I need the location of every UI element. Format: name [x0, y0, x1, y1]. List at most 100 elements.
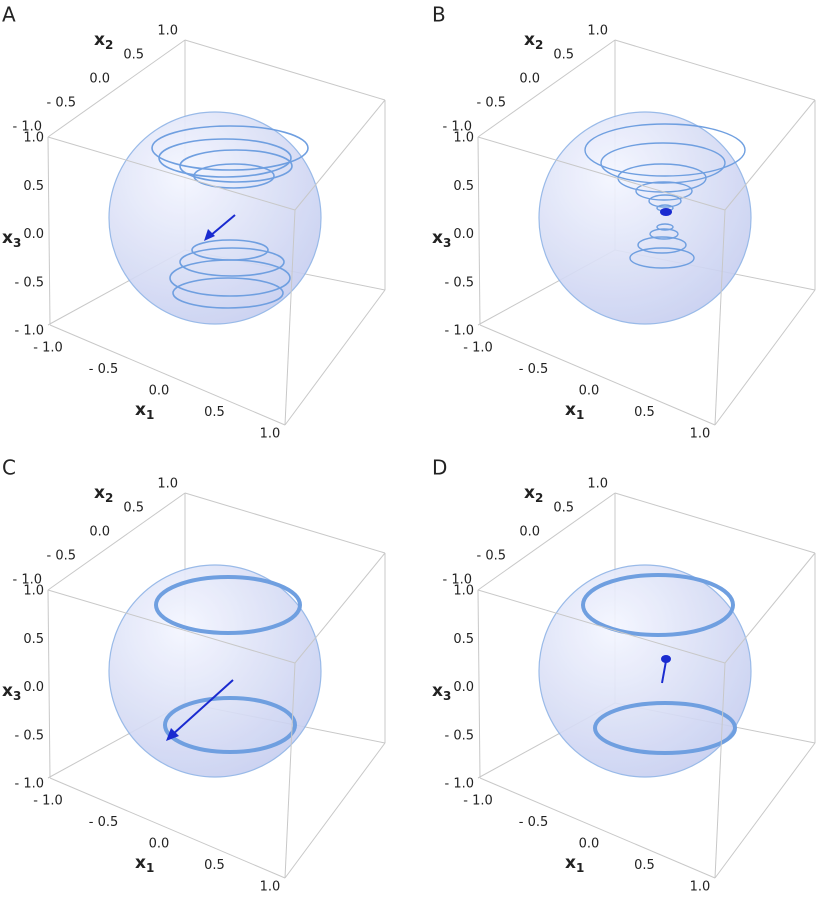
axis-title-sub: 3: [443, 689, 451, 703]
panel: C- 1.0- 0.50.00.51.0x2- 1.0- 0.50.00.51.…: [2, 456, 386, 895]
box-edge: [724, 552, 816, 664]
trajectory: [158, 138, 292, 178]
tick-label: 0.0: [519, 525, 540, 540]
box-edge: [714, 662, 726, 879]
arrow-head: [166, 728, 179, 741]
tick-label: 1.0: [690, 427, 711, 442]
axis-title-main: x: [524, 483, 535, 503]
axis-title: x2: [524, 483, 543, 505]
trajectory: [169, 259, 291, 297]
arrow-head: [204, 229, 215, 241]
tick-label: - 1.0: [463, 341, 493, 356]
sphere: [108, 111, 322, 325]
axis-title: x2: [524, 30, 543, 52]
box-edge: [714, 289, 816, 426]
panel: B- 1.0- 0.50.00.51.0x2- 1.0- 0.50.00.51.…: [432, 3, 816, 442]
axis-title-sub: 2: [535, 38, 543, 52]
tick-label: - 0.5: [47, 96, 77, 111]
box-edge: [477, 136, 481, 326]
tick-label: 1.0: [260, 880, 281, 895]
axis-title: x3: [432, 681, 451, 703]
axis-title-sub: 2: [105, 38, 113, 52]
axis-title-main: x: [565, 400, 576, 420]
box-edge: [284, 662, 296, 879]
tick-label: - 1.0: [33, 794, 63, 809]
trajectory: [172, 277, 284, 309]
axis-title-main: x: [432, 228, 443, 248]
tick-label: 1.0: [453, 131, 474, 146]
tick-label: - 0.5: [47, 549, 77, 564]
tick-label: 0.5: [553, 501, 574, 516]
axis-title-sub: 1: [146, 861, 154, 875]
axis-title-sub: 3: [13, 689, 21, 703]
axis-title-sub: 2: [105, 491, 113, 505]
tick-label: - 1.0: [463, 794, 493, 809]
axis-title: x2: [94, 483, 113, 505]
trajectory: [179, 247, 285, 277]
tick-label: 0.0: [89, 72, 110, 87]
tick-label: 0.0: [579, 837, 600, 852]
tick-label: - 1.0: [443, 573, 473, 588]
tick-label: 0.5: [634, 858, 655, 873]
tick-label: 0.0: [149, 837, 170, 852]
tick-label: 0.5: [634, 405, 655, 420]
tick-label: - 0.5: [477, 549, 507, 564]
tick-label: - 0.5: [445, 275, 475, 290]
tick-label: 0.5: [123, 501, 144, 516]
axis-title-sub: 1: [576, 408, 584, 422]
box-edge: [477, 589, 481, 779]
axis-title: x3: [2, 228, 21, 250]
axis-title: x3: [432, 228, 451, 250]
tick-label: - 0.5: [15, 275, 45, 290]
trajectory: [593, 701, 737, 755]
panel-label: A: [2, 3, 16, 27]
tick-label: - 1.0: [15, 777, 45, 792]
tick-label: - 1.0: [445, 777, 475, 792]
tick-label: - 1.0: [445, 324, 475, 339]
box-edge: [294, 552, 386, 664]
tick-label: 0.5: [23, 179, 44, 194]
axis-title-main: x: [432, 681, 443, 701]
tick-label: 0.5: [204, 405, 225, 420]
tick-label: 1.0: [23, 584, 44, 599]
tick-label: - 0.5: [519, 362, 549, 377]
tick-label: 1.0: [587, 24, 608, 39]
axis-title-main: x: [2, 228, 13, 248]
box-edge: [284, 289, 386, 426]
tick-label: 1.0: [587, 477, 608, 492]
axis-title: x1: [135, 400, 154, 422]
tick-label: 0.5: [453, 632, 474, 647]
tick-label: 0.5: [123, 48, 144, 63]
tick-label: - 0.5: [89, 815, 119, 830]
axis-title-main: x: [135, 400, 146, 420]
box-edge: [47, 136, 51, 326]
axis-title-main: x: [94, 483, 105, 503]
trajectory: [600, 142, 726, 184]
tick-label: 1.0: [453, 584, 474, 599]
tick-label: - 1.0: [15, 324, 45, 339]
box-edge: [614, 39, 816, 101]
trajectory: [581, 573, 735, 637]
tick-label: 0.0: [23, 227, 44, 242]
trajectory: [648, 194, 682, 208]
axis-title-sub: 2: [535, 491, 543, 505]
trajectory: [649, 228, 679, 240]
axis-title: x1: [135, 853, 154, 875]
sphere: [108, 564, 322, 778]
trajectory: [179, 149, 293, 183]
trajectory: [656, 223, 674, 231]
trajectory: [193, 163, 275, 189]
box-edge: [714, 209, 726, 426]
tick-label: 1.0: [157, 24, 178, 39]
tick-label: - 0.5: [477, 96, 507, 111]
axis-title-sub: 1: [146, 408, 154, 422]
trajectory: [151, 125, 309, 171]
tick-label: - 0.5: [15, 728, 45, 743]
trajectory: [629, 247, 695, 269]
tick-label: 0.0: [149, 384, 170, 399]
box-edge: [47, 589, 51, 779]
tick-label: 0.0: [519, 72, 540, 87]
box-edge: [479, 324, 716, 426]
tick-label: - 1.0: [13, 120, 43, 135]
